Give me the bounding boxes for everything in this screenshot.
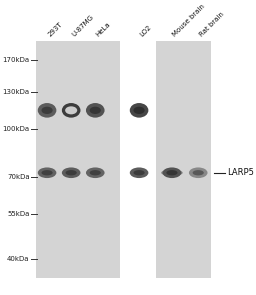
- Text: 40kDa: 40kDa: [7, 256, 29, 262]
- Ellipse shape: [66, 107, 77, 114]
- Text: 100kDa: 100kDa: [2, 126, 29, 132]
- Ellipse shape: [133, 170, 145, 176]
- Bar: [36, 41, 121, 278]
- Text: LARP5: LARP5: [227, 168, 254, 177]
- Ellipse shape: [62, 168, 80, 178]
- Ellipse shape: [189, 168, 208, 178]
- Ellipse shape: [38, 103, 56, 118]
- Text: LO2: LO2: [139, 24, 153, 37]
- Ellipse shape: [133, 107, 145, 114]
- Text: Mouse brain: Mouse brain: [172, 3, 207, 37]
- Ellipse shape: [41, 107, 53, 114]
- Ellipse shape: [41, 170, 53, 176]
- Ellipse shape: [62, 103, 80, 118]
- Ellipse shape: [66, 170, 77, 176]
- Ellipse shape: [193, 170, 204, 176]
- Bar: [155, 41, 211, 278]
- Text: Rat brain: Rat brain: [198, 11, 225, 37]
- Text: HeLa: HeLa: [95, 21, 112, 37]
- Ellipse shape: [65, 106, 77, 114]
- Text: 55kDa: 55kDa: [7, 211, 29, 217]
- Text: 293T: 293T: [47, 21, 64, 37]
- Text: 170kDa: 170kDa: [2, 57, 29, 63]
- Ellipse shape: [86, 103, 104, 118]
- Text: 70kDa: 70kDa: [7, 174, 29, 180]
- Ellipse shape: [163, 168, 181, 178]
- Ellipse shape: [161, 169, 183, 176]
- Ellipse shape: [130, 168, 148, 178]
- Ellipse shape: [130, 103, 148, 118]
- Ellipse shape: [86, 168, 104, 178]
- Ellipse shape: [90, 170, 101, 176]
- Text: U-87MG: U-87MG: [71, 13, 95, 37]
- Ellipse shape: [166, 170, 177, 176]
- Text: 130kDa: 130kDa: [2, 89, 29, 95]
- Ellipse shape: [90, 107, 101, 114]
- Bar: [121, 28, 155, 294]
- Ellipse shape: [38, 168, 56, 178]
